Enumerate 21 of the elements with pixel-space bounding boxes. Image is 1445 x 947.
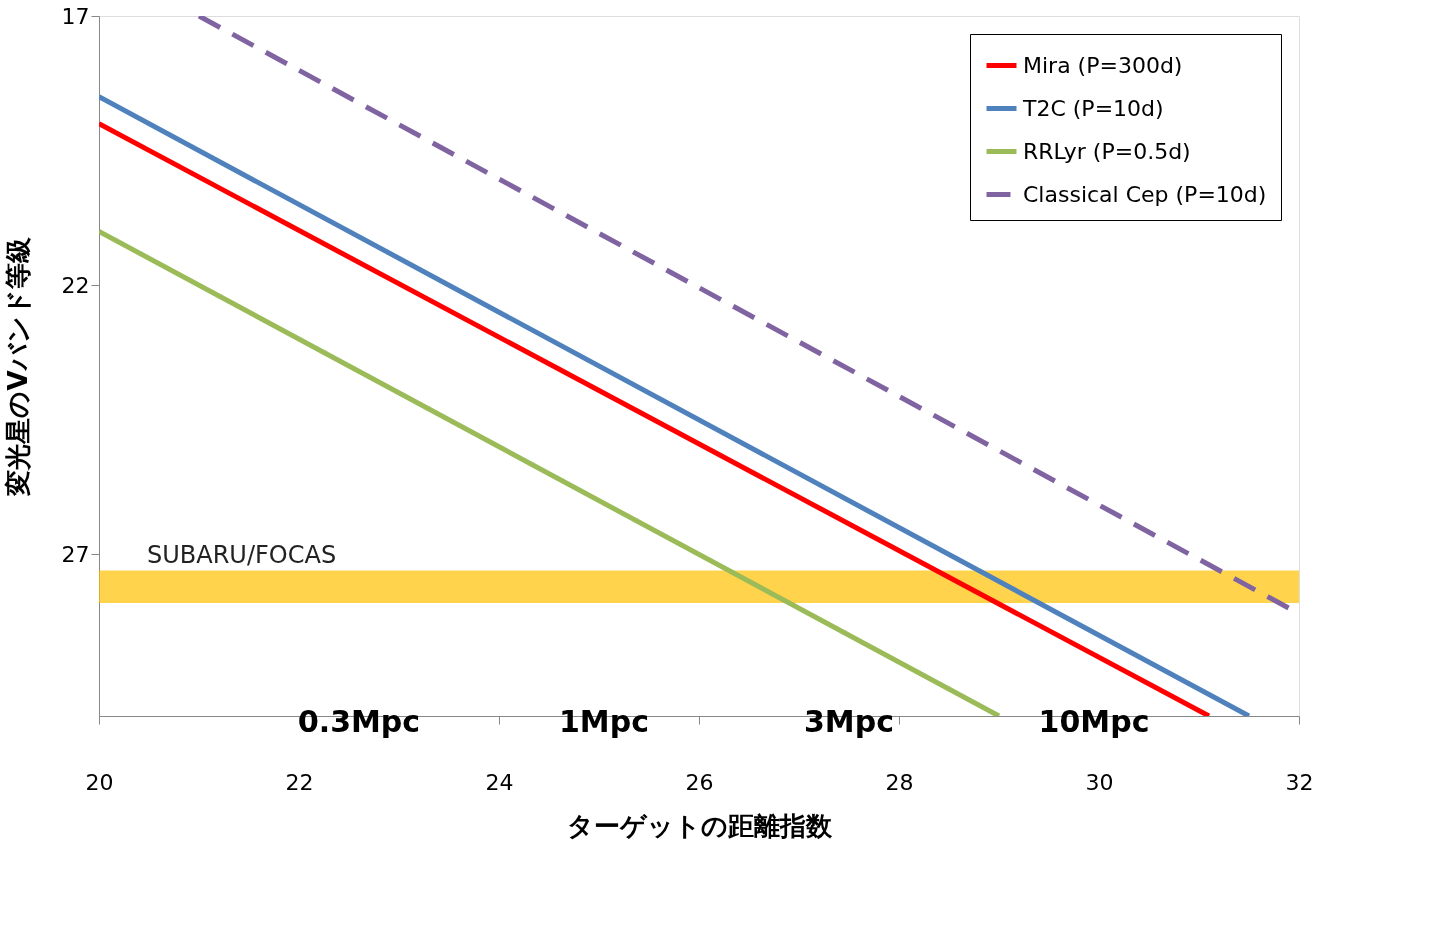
x-tick-label: 32 <box>1285 769 1314 795</box>
x-tick-label: 24 <box>485 769 514 795</box>
x-tick-label: 26 <box>685 769 714 795</box>
annotation: 0.3Mpc <box>297 704 421 739</box>
annotation: 10Mpc <box>1038 704 1150 739</box>
legend-label: RRLyr (P=0.5d) <box>1023 138 1191 164</box>
annotation: 1Mpc <box>559 704 649 739</box>
y-tick-label: 17 <box>61 3 90 29</box>
x-axis-title: ターゲットの距離指数 <box>567 810 833 841</box>
band-label: SUBARU/FOCAS <box>147 540 337 569</box>
legend-label: Mira (P=300d) <box>1023 52 1183 78</box>
legend-label: Classical Cep (P=10d) <box>1023 181 1267 207</box>
x-tick-label: 30 <box>1085 769 1114 795</box>
x-tick-label: 28 <box>885 769 914 795</box>
x-tick-label: 20 <box>85 769 114 795</box>
legend-label: T2C (P=10d) <box>1022 95 1164 121</box>
y-tick-label: 22 <box>61 272 90 298</box>
y-axis-title: 変光星のVバンド等級 <box>2 237 33 497</box>
annotation: 3Mpc <box>804 704 894 739</box>
y-tick-label: 27 <box>61 541 90 567</box>
x-tick-label: 22 <box>285 769 314 795</box>
